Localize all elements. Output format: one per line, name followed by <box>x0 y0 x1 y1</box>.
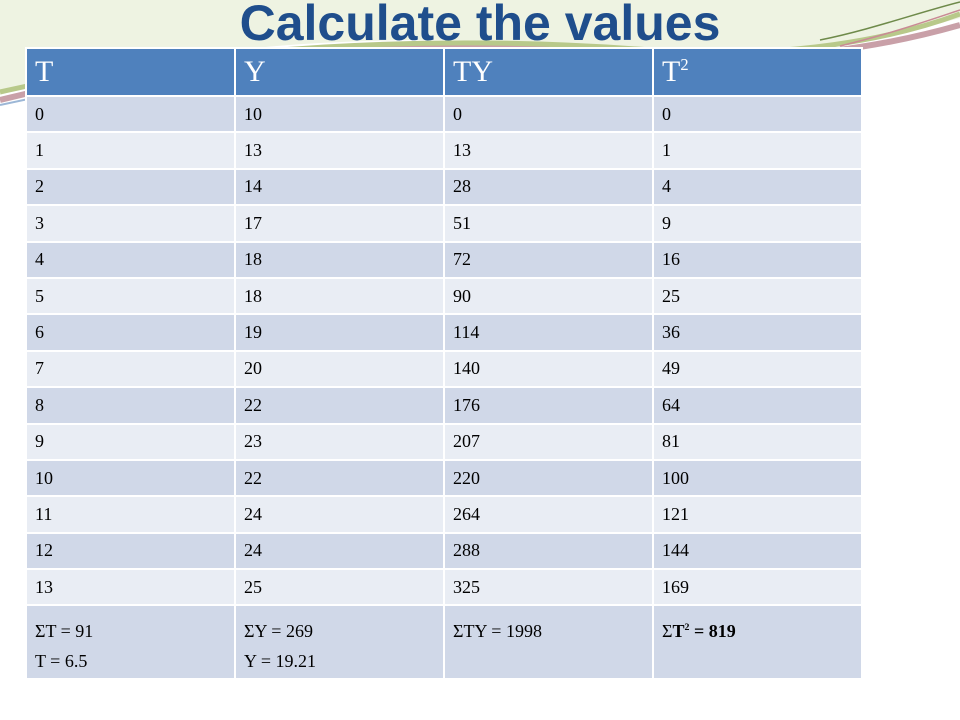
totals-ty-cell: ΣTY = 1998 <box>443 604 654 681</box>
cell-y: 18 <box>234 240 445 279</box>
table-row: 3 17 51 9 <box>25 204 863 243</box>
cell-y: 23 <box>234 422 445 461</box>
cell-t-squared: 4 <box>652 167 863 207</box>
cell-y: 22 <box>234 458 445 498</box>
cell-t: 11 <box>25 495 236 534</box>
cell-t: 12 <box>25 531 236 571</box>
header-t-squared-base: T <box>662 55 681 88</box>
cell-ty: 140 <box>443 349 654 389</box>
cell-t: 6 <box>25 313 236 352</box>
header-t-squared-exponent: 2 <box>680 55 689 74</box>
cell-ty: 220 <box>443 458 654 498</box>
table-row: 13 25 325 169 <box>25 568 863 607</box>
table-row: 2 14 28 4 <box>25 167 863 207</box>
cell-y: 10 <box>234 94 445 134</box>
cell-y: 24 <box>234 531 445 571</box>
cell-t-squared: 121 <box>652 495 863 534</box>
cell-ty: 28 <box>443 167 654 207</box>
cell-y: 13 <box>234 131 445 170</box>
totals-row: ΣT = 91 T = 6.5 ΣY = 269 Y = 19.21 ΣTY =… <box>25 604 863 681</box>
cell-t: 10 <box>25 458 236 498</box>
totals-y-cell: ΣY = 269 Y = 19.21 <box>234 604 445 681</box>
cell-t-squared: 64 <box>652 386 863 425</box>
cell-y: 20 <box>234 349 445 389</box>
cell-t-squared: 100 <box>652 458 863 498</box>
header-t-squared: T2 <box>652 47 863 97</box>
cell-t: 8 <box>25 386 236 425</box>
mean-t: T = 6.5 <box>35 651 88 672</box>
cell-t: 13 <box>25 568 236 607</box>
slide-title: Calculate the values <box>239 0 721 51</box>
cell-t-squared: 81 <box>652 422 863 461</box>
cell-ty: 264 <box>443 495 654 534</box>
cell-y: 17 <box>234 204 445 243</box>
sum-t-squared-sigma: Σ <box>662 621 673 642</box>
totals-t-cell: ΣT = 91 T = 6.5 <box>25 604 236 681</box>
cell-ty: 90 <box>443 276 654 316</box>
sum-ty: ΣTY = 1998 <box>453 621 542 642</box>
cell-ty: 114 <box>443 313 654 352</box>
cell-y: 14 <box>234 167 445 207</box>
sum-y: ΣY = 269 <box>244 621 313 642</box>
cell-t: 1 <box>25 131 236 170</box>
cell-t-squared: 144 <box>652 531 863 571</box>
cell-t: 0 <box>25 94 236 134</box>
cell-y: 25 <box>234 568 445 607</box>
mean-y: Y = 19.21 <box>244 651 316 672</box>
cell-ty: 51 <box>443 204 654 243</box>
cell-y: 19 <box>234 313 445 352</box>
header-t: T <box>25 47 236 97</box>
sum-t-squared-base: T <box>672 621 685 642</box>
sum-t-squared: ΣT2 = 819 <box>662 616 861 646</box>
table-row: 7 20 140 49 <box>25 349 863 389</box>
cell-ty: 288 <box>443 531 654 571</box>
cell-t-squared: 36 <box>652 313 863 352</box>
cell-t: 2 <box>25 167 236 207</box>
cell-t: 5 <box>25 276 236 316</box>
cell-ty: 176 <box>443 386 654 425</box>
header-y: Y <box>234 47 445 97</box>
cell-t-squared: 0 <box>652 94 863 134</box>
cell-t-squared: 49 <box>652 349 863 389</box>
cell-t-squared: 9 <box>652 204 863 243</box>
cell-t-squared: 16 <box>652 240 863 279</box>
sum-t-squared-exponent: 2 <box>684 622 690 634</box>
table-row: 6 19 114 36 <box>25 313 863 352</box>
table-row: 0 10 0 0 <box>25 94 863 134</box>
sum-t-squared-value: = 819 <box>689 621 736 642</box>
table-row: 12 24 288 144 <box>25 531 863 571</box>
cell-t-squared: 169 <box>652 568 863 607</box>
sum-t: ΣT = 91 <box>35 621 94 642</box>
cell-ty: 72 <box>443 240 654 279</box>
table-row: 9 23 207 81 <box>25 422 863 461</box>
totals-t-squared-cell: ΣT2 = 819 <box>652 604 863 681</box>
cell-t-squared: 1 <box>652 131 863 170</box>
cell-y: 22 <box>234 386 445 425</box>
cell-t: 3 <box>25 204 236 243</box>
table-row: 1 13 13 1 <box>25 131 863 170</box>
table-body: 0 10 0 0 1 13 13 1 2 14 28 4 3 17 51 9 4 18 72 16 5 18 90 25 6 19… <box>25 94 863 681</box>
cell-ty: 0 <box>443 94 654 134</box>
values-table-container: T Y TY T2 0 10 0 0 1 13 13 1 2 14 28 4 3 17 51 9 4 18 72 16… <box>25 47 863 702</box>
values-table: T Y TY T2 0 10 0 0 1 13 13 1 2 14 28 4 3 17 51 9 4 18 72 16… <box>25 47 863 681</box>
cell-y: 24 <box>234 495 445 534</box>
table-row: 8 22 176 64 <box>25 386 863 425</box>
cell-t: 7 <box>25 349 236 389</box>
cell-t: 4 <box>25 240 236 279</box>
table-row: 4 18 72 16 <box>25 240 863 279</box>
cell-y: 18 <box>234 276 445 316</box>
cell-ty: 207 <box>443 422 654 461</box>
cell-t-squared: 25 <box>652 276 863 316</box>
table-header-row: T Y TY T2 <box>25 47 863 97</box>
cell-t: 9 <box>25 422 236 461</box>
cell-ty: 325 <box>443 568 654 607</box>
table-row: 5 18 90 25 <box>25 276 863 316</box>
table-row: 11 24 264 121 <box>25 495 863 534</box>
header-ty: TY <box>443 47 654 97</box>
cell-ty: 13 <box>443 131 654 170</box>
table-row: 10 22 220 100 <box>25 458 863 498</box>
